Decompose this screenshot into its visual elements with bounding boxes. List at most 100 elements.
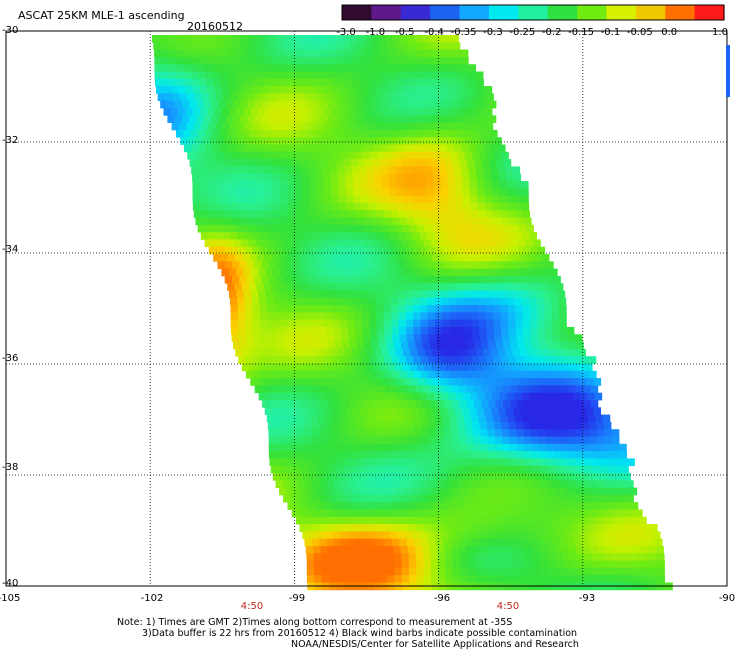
swath-cell bbox=[279, 173, 288, 182]
swath-cell bbox=[385, 494, 393, 503]
swath-cell bbox=[261, 217, 269, 226]
swath-cell bbox=[589, 436, 598, 445]
swath-cell bbox=[160, 42, 169, 50]
swath-cell bbox=[453, 224, 461, 233]
swath-cell bbox=[418, 86, 427, 94]
swath-cell bbox=[452, 458, 460, 467]
swath-cell bbox=[220, 71, 228, 80]
swath-cell bbox=[285, 283, 294, 291]
swath-cell bbox=[490, 487, 499, 496]
swath-cell bbox=[346, 297, 355, 306]
swath-cell bbox=[354, 246, 363, 255]
swath-cell bbox=[303, 232, 311, 240]
swath-cell bbox=[407, 35, 416, 43]
swath-cell bbox=[419, 232, 428, 240]
swath-cell bbox=[387, 560, 395, 569]
swath-cell bbox=[345, 181, 354, 189]
swath-cell bbox=[249, 49, 257, 58]
swath-cell bbox=[302, 531, 311, 540]
swath-cell bbox=[413, 246, 421, 255]
swath-cell bbox=[374, 378, 383, 386]
swath-cell bbox=[250, 181, 259, 189]
swath-cell bbox=[544, 516, 552, 525]
swath-cell bbox=[240, 115, 249, 123]
swath-cell bbox=[221, 181, 230, 189]
swath-cell bbox=[383, 414, 392, 423]
swath-cell bbox=[372, 224, 381, 233]
swath-cell bbox=[620, 567, 629, 576]
swath-cell bbox=[337, 166, 345, 175]
swath-cell bbox=[481, 100, 490, 109]
swath-cell bbox=[337, 144, 345, 153]
swath-cell bbox=[275, 137, 283, 145]
swath-cell bbox=[281, 297, 289, 306]
swath-cell bbox=[477, 181, 485, 189]
swath-cell bbox=[527, 348, 535, 357]
swath-cell bbox=[438, 49, 447, 58]
swath-cell bbox=[412, 392, 420, 401]
swath-cell bbox=[465, 436, 474, 445]
swath-cell bbox=[435, 538, 444, 547]
swath-cell bbox=[460, 129, 469, 138]
swath-cell bbox=[417, 144, 426, 153]
swath-cell bbox=[325, 305, 334, 313]
swath-cell bbox=[318, 246, 326, 255]
swath-cell bbox=[274, 210, 282, 218]
swath-cell bbox=[281, 232, 289, 240]
swath-cell bbox=[370, 334, 378, 342]
swath-cell bbox=[319, 443, 328, 452]
swath-cell bbox=[484, 86, 493, 94]
swath-cell bbox=[395, 283, 403, 291]
swath-cell bbox=[290, 275, 299, 284]
swath-cell bbox=[492, 297, 501, 306]
swath-cell bbox=[478, 297, 486, 306]
swath-cell bbox=[608, 502, 617, 510]
swath-cell bbox=[582, 436, 591, 445]
swath-cell bbox=[237, 122, 245, 131]
y-tick-label: -34 bbox=[2, 244, 19, 255]
swath-cell bbox=[362, 538, 371, 547]
swath-cell bbox=[346, 531, 354, 540]
swath-cell bbox=[520, 181, 529, 189]
swath-cell bbox=[433, 202, 442, 211]
swath-cell bbox=[528, 531, 537, 540]
swath-cell bbox=[323, 290, 332, 299]
swath-cell bbox=[416, 524, 424, 532]
swath-cell bbox=[494, 370, 502, 379]
swath-cell bbox=[572, 531, 581, 540]
swath-cell bbox=[267, 137, 276, 145]
swath-cell bbox=[239, 261, 248, 269]
swath-cell bbox=[460, 363, 469, 372]
swath-cell bbox=[458, 429, 466, 437]
swath-cell bbox=[395, 129, 403, 138]
swath-cell bbox=[552, 334, 561, 342]
swath-cell bbox=[235, 348, 243, 357]
swath-cell bbox=[269, 115, 278, 123]
swath-cell bbox=[379, 115, 387, 123]
swath-cell bbox=[192, 202, 201, 211]
swath-cell bbox=[433, 392, 442, 401]
swath-cell bbox=[529, 232, 537, 240]
swath-cell bbox=[329, 465, 337, 474]
swath-cell bbox=[365, 575, 373, 583]
swath-cell bbox=[475, 363, 484, 372]
swath-cell bbox=[446, 64, 455, 72]
swath-cell bbox=[479, 538, 488, 547]
swath-cell bbox=[609, 516, 618, 525]
swath-cell bbox=[506, 181, 514, 189]
swath-cell bbox=[403, 254, 411, 262]
swath-cell bbox=[611, 443, 620, 452]
swath-cell bbox=[331, 181, 339, 189]
swath-cell bbox=[406, 151, 414, 160]
swath-cell bbox=[583, 546, 591, 554]
swath-cell bbox=[409, 465, 418, 474]
swath-cell bbox=[327, 400, 336, 408]
swath-cell bbox=[413, 151, 422, 160]
swath-cell bbox=[422, 400, 431, 408]
swath-cell bbox=[530, 538, 539, 547]
swath-cell bbox=[217, 35, 226, 43]
swath-cell bbox=[291, 159, 300, 167]
swath-cell bbox=[209, 137, 218, 145]
swath-cell bbox=[195, 217, 204, 226]
swath-cell bbox=[555, 575, 563, 583]
